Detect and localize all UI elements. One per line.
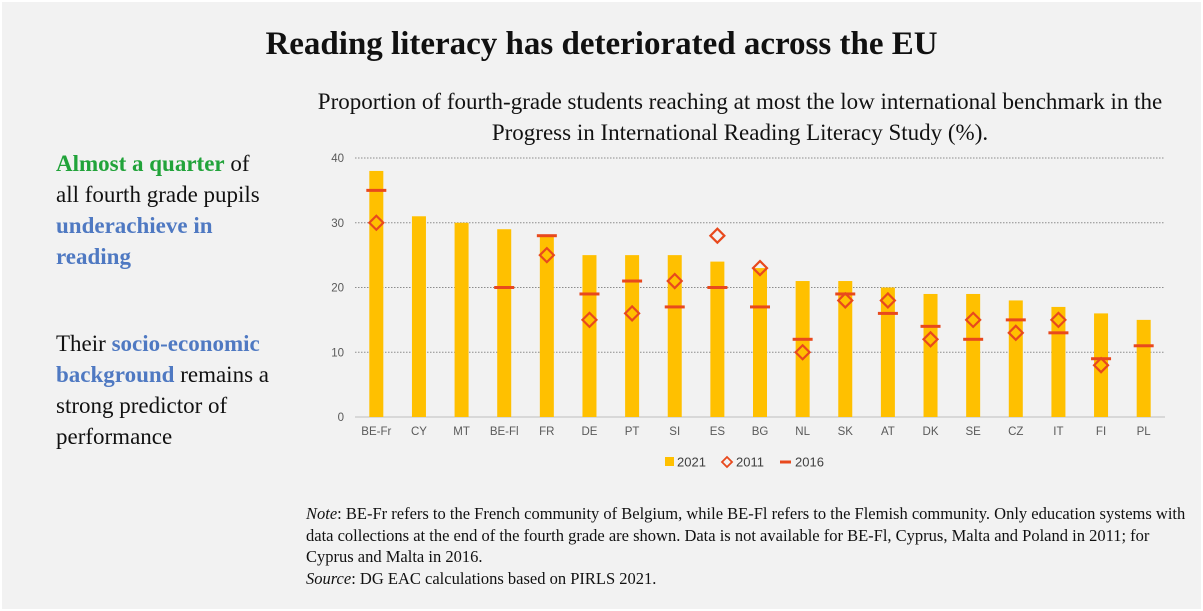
x-tick-label: SK: [838, 426, 854, 438]
diamond-2011: [964, 311, 982, 329]
x-tick-label: BE-Fl: [490, 426, 519, 438]
x-tick-label: IT: [1053, 426, 1063, 438]
x-tick-label: CY: [411, 426, 427, 438]
source-text: : DG EAC calculations based on PIRLS 202…: [351, 568, 657, 588]
x-tick-label: SI: [669, 426, 680, 438]
bar-2021: [667, 255, 682, 417]
bar-2021: [582, 255, 597, 417]
left-text-start: Their: [56, 331, 112, 356]
dash-2016: [877, 311, 898, 315]
x-tick-label: CZ: [1008, 426, 1023, 438]
bar-2021: [1051, 306, 1066, 417]
x-tick-label: AT: [881, 426, 895, 438]
note-paragraph: Note: BE-Fr refers to the French communi…: [306, 503, 1196, 568]
bar-2021: [795, 281, 810, 417]
dash-2016: [664, 305, 685, 309]
y-tick-label: 30: [331, 218, 344, 230]
x-tick-label: NL: [795, 426, 810, 438]
diamond-2011: [1049, 311, 1067, 329]
diamond-2011: [580, 311, 599, 329]
y-tick-label: 10: [331, 347, 344, 359]
x-tick-label: DE: [581, 426, 597, 438]
bar-2021: [625, 255, 640, 417]
legend-label-2016: 2016: [795, 455, 824, 470]
bar-2021: [880, 287, 895, 417]
diamond-2011: [666, 272, 684, 290]
chart-title: Proportion of fourth-grade students reac…: [317, 89, 1163, 145]
dash-2016: [792, 337, 813, 341]
bar-2021: [497, 229, 512, 417]
dash-2016: [750, 305, 770, 309]
dash-2016: [622, 279, 643, 283]
x-tick-label: ES: [710, 426, 726, 438]
highlight-socioeconomic: socio-economic background: [56, 331, 260, 387]
page-title: Reading literacy has deteriorated across…: [265, 26, 938, 62]
note-label: Note: [306, 504, 338, 523]
dash-2016: [920, 324, 941, 328]
legend-label-2011: 2011: [736, 455, 764, 470]
bar-2021: [411, 216, 426, 417]
dash-2016: [579, 292, 600, 296]
x-tick-label: MT: [453, 426, 470, 438]
source-paragraph: Source: DG EAC calculations based on PIR…: [306, 568, 1196, 590]
diamond-2011: [708, 227, 726, 245]
bar-2021: [753, 268, 767, 417]
dash-2016: [963, 337, 984, 341]
legend-swatch-2011: [720, 455, 734, 469]
dash-2016: [366, 188, 387, 192]
x-tick-label: PL: [1137, 426, 1152, 438]
dash-2016: [536, 234, 557, 238]
diamond-2011: [623, 304, 641, 322]
bar-2021: [539, 235, 554, 417]
x-tick-label: FI: [1096, 426, 1106, 438]
highlight-quarter: Almost a quarter: [56, 151, 225, 176]
x-tick-label: DK: [923, 426, 939, 438]
bar-2021: [1008, 300, 1023, 417]
x-tick-label: BG: [752, 426, 769, 438]
bar-2021: [369, 170, 384, 417]
dash-2016: [1048, 331, 1069, 335]
dash-2016: [494, 286, 515, 289]
bar-2021: [838, 281, 853, 417]
diamond-2011: [538, 246, 556, 264]
diamond-2011: [794, 343, 812, 361]
x-tick-label: BE-Fr: [361, 426, 391, 438]
bar-2021: [1136, 319, 1151, 417]
dash-2016: [1005, 318, 1026, 322]
note-text: : BE-Fr refers to the French community o…: [306, 504, 1186, 566]
dash-2016: [1133, 344, 1154, 348]
x-tick-label: FR: [539, 426, 554, 438]
chart-note: Note: BE-Fr refers to the French communi…: [306, 503, 1196, 589]
legend-swatch-2021: [665, 457, 674, 466]
diamond-2011: [921, 330, 940, 348]
bar-2021: [1094, 313, 1109, 417]
left-paragraph-2: Their socio-economic background remains …: [56, 328, 276, 452]
diamond-2011: [1092, 356, 1110, 374]
diamond-2011: [879, 291, 897, 310]
y-tick-label: 20: [331, 283, 344, 295]
left-text-end: remains a strong predictor of performanc…: [56, 362, 269, 449]
y-tick-label: 0: [338, 412, 344, 424]
left-text-panel: Almost a quarter of all fourth grade pup…: [56, 148, 276, 452]
highlight-underachieve: underachieve in reading: [56, 213, 213, 269]
legend-swatch-2016: [780, 460, 791, 464]
source-label: Source: [306, 568, 352, 588]
x-tick-label: PT: [625, 426, 640, 438]
left-text-mid: of all fourth grade pupils: [56, 151, 260, 207]
legend-label-2021: 2021: [677, 455, 706, 470]
bar-2021: [454, 222, 469, 417]
y-tick-label: 40: [331, 153, 344, 165]
diamond-2011: [1007, 324, 1025, 342]
diamond-2011: [367, 214, 385, 232]
bar-2021: [710, 261, 725, 417]
left-paragraph-1: Almost a quarter of all fourth grade pup…: [56, 148, 276, 272]
bar-2021: [923, 293, 938, 417]
diamond-2011: [836, 291, 854, 310]
x-tick-label: SE: [965, 426, 981, 438]
dash-2016: [707, 286, 728, 289]
diamond-2011: [751, 259, 769, 277]
